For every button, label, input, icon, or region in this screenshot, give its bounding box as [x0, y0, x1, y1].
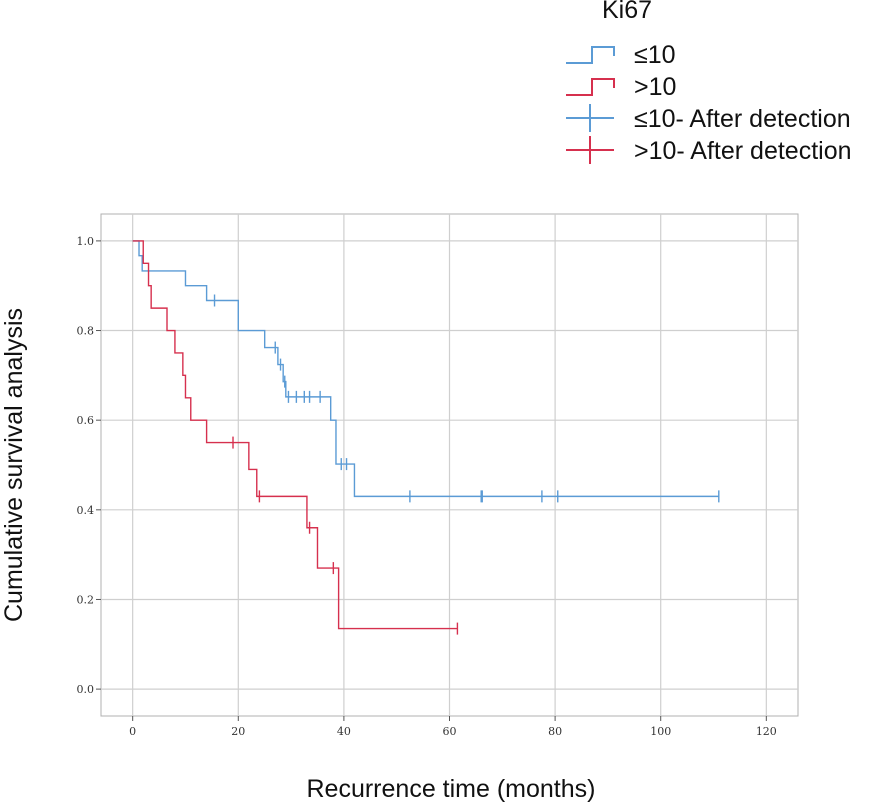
x-tick-label: 20 [231, 725, 245, 738]
legend: Ki67 ≤10 >10 ≤10- After detection >10- Afte… [566, 0, 852, 165]
y-tick-label: 0.0 [77, 683, 95, 696]
legend-step-symbol [566, 46, 615, 64]
x-tick-label: 0 [129, 725, 136, 738]
legend-step-symbol [566, 78, 615, 96]
series-1 [132, 240, 459, 635]
y-tick-label: 1.0 [77, 235, 95, 248]
legend-label: >10 [634, 73, 676, 101]
x-tick-label: 100 [650, 725, 671, 738]
y-tick-label: 0.4 [77, 504, 95, 517]
survival-curve [132, 240, 458, 630]
legend-entry-3: >10- After detection [566, 136, 852, 165]
x-tick-label: 120 [756, 725, 777, 738]
y-tick-label: 0.6 [77, 414, 95, 427]
series-0 [132, 240, 720, 503]
x-tick-label: 40 [337, 725, 351, 738]
x-axis-label: Recurrence time (months) [307, 775, 596, 803]
legend-label: ≤10- After detection [634, 105, 851, 133]
y-tick-label: 0.8 [77, 325, 95, 338]
legend-label: ≤10 [634, 41, 676, 69]
legend-title: Ki67 [602, 0, 652, 24]
y-axis-label: Cumulative survival analysis [0, 308, 28, 622]
legend-entry-2: ≤10- After detection [566, 104, 851, 133]
x-tick-label: 60 [443, 725, 457, 738]
survival-curve [132, 240, 719, 498]
legend-entry-1: >10 [566, 73, 676, 101]
legend-label: >10- After detection [634, 137, 852, 165]
legend-entry-0: ≤10 [566, 41, 676, 69]
x-tick-label: 80 [548, 725, 562, 738]
y-tick-label: 0.2 [77, 593, 95, 606]
